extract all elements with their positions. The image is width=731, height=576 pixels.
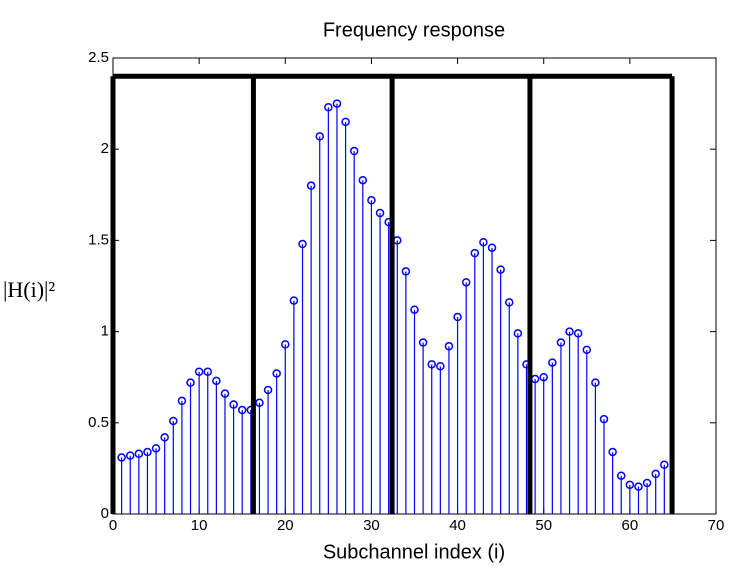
stem-marker [642, 478, 652, 488]
stem-marker [608, 447, 617, 457]
stem-marker [651, 469, 660, 479]
stem-marker [143, 447, 152, 457]
stem-marker [444, 341, 454, 351]
stem-marker [306, 181, 316, 190]
x-tick-label: 40 [449, 517, 466, 534]
stem-marker [548, 358, 557, 367]
stem-marker [487, 243, 497, 252]
stem-marker [496, 265, 505, 274]
stem-marker [203, 367, 213, 376]
stem-marker [461, 278, 471, 287]
stem-marker [410, 305, 419, 314]
stem-marker [117, 453, 126, 462]
stem-marker [634, 482, 643, 491]
stem-marker [237, 405, 247, 415]
stem-marker [315, 132, 324, 141]
y-tick-label: 0.5 [88, 414, 109, 431]
y-tick-label: 2.5 [88, 49, 109, 66]
stem-marker [375, 208, 385, 218]
stem-marker [160, 433, 169, 442]
stem-marker [591, 378, 600, 387]
stem-marker [332, 99, 342, 108]
stem-marker [255, 398, 264, 407]
stem-marker [401, 267, 411, 276]
stem-marker [289, 296, 299, 305]
x-axis-label: Subchannel index (i) [323, 541, 505, 563]
stem-marker [125, 451, 135, 460]
stem-marker [616, 471, 626, 480]
y-tick-label: 0 [101, 505, 109, 522]
stem-marker [418, 338, 428, 347]
stem-marker [220, 389, 230, 398]
y-tick-label: 1.5 [88, 231, 109, 248]
stem-marker [263, 385, 273, 395]
x-tick-label: 20 [277, 517, 294, 534]
x-tick-label: 10 [191, 517, 208, 534]
stem-marker [599, 414, 609, 424]
stem-marker [341, 117, 350, 127]
y-axis-label: |H(i)|² [3, 277, 55, 302]
stem-marker [436, 362, 445, 371]
stem-marker [272, 369, 281, 378]
stem-marker [539, 372, 548, 382]
stem-marker [349, 146, 359, 156]
stem-marker [324, 102, 333, 112]
stem-marker [513, 329, 523, 338]
x-tick-label: 60 [622, 517, 639, 534]
stem-marker [470, 248, 480, 258]
stem-marker [298, 239, 307, 249]
stem-marker [151, 444, 161, 453]
stem-marker [229, 400, 238, 409]
y-tick-label: 2 [101, 140, 109, 157]
stem-marker [367, 196, 376, 205]
stem-marker [212, 376, 221, 386]
stem-marker [169, 416, 178, 426]
chart-title: Frequency response [323, 19, 505, 41]
stem-marker [565, 327, 574, 336]
x-tick-label: 50 [535, 517, 552, 534]
stem-marker [186, 378, 195, 387]
x-tick-label: 30 [363, 517, 380, 534]
stem-marker [194, 367, 204, 376]
stem-marker [134, 449, 144, 459]
stem-marker [358, 175, 368, 185]
stem-marker [281, 340, 290, 349]
stem-marker [479, 237, 488, 247]
stem-marker [505, 298, 514, 307]
x-tick-label: 0 [109, 517, 117, 534]
stem-marker [427, 360, 436, 369]
stem-marker [556, 338, 566, 347]
stem-marker [453, 312, 462, 322]
stem-marker [177, 396, 187, 406]
x-tick-label: 70 [708, 517, 725, 534]
y-tick-label: 1 [101, 323, 109, 340]
stem-marker [625, 480, 635, 490]
stem-marker [582, 345, 592, 355]
stem-marker [573, 329, 583, 338]
stem-marker [660, 460, 669, 470]
